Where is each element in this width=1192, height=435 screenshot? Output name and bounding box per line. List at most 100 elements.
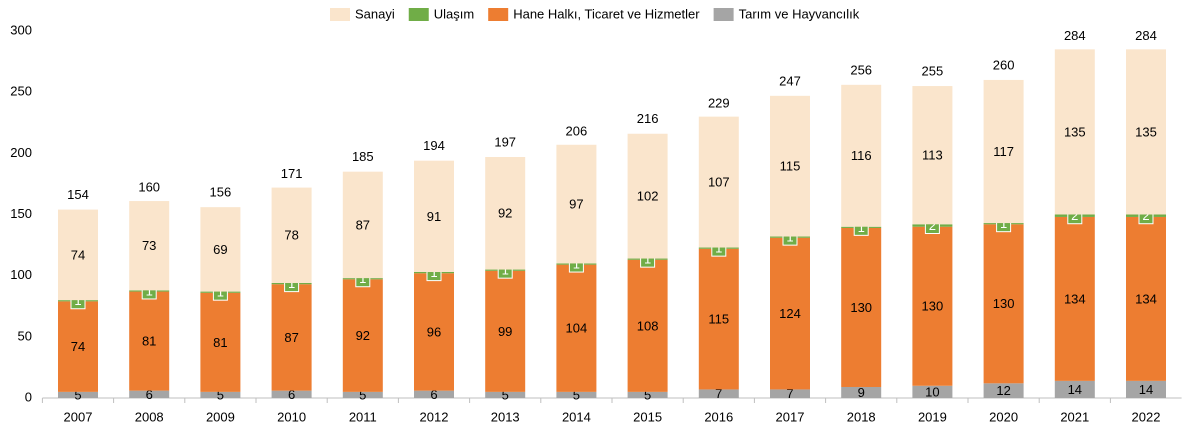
- bar-segment: [841, 386, 882, 398]
- value-label: 2: [1071, 208, 1078, 223]
- value-label: 92: [498, 206, 512, 221]
- value-label: 5: [74, 387, 81, 402]
- x-tick-label: 2022: [1132, 409, 1161, 424]
- bar-segment: [414, 390, 454, 398]
- value-label: 104: [566, 321, 588, 336]
- total-label: 185: [352, 149, 374, 164]
- value-label: 1: [359, 271, 366, 286]
- total-label: 229: [708, 95, 730, 110]
- bar-segment: [200, 207, 241, 292]
- bar-segment: [556, 264, 597, 392]
- value-label: 130: [993, 296, 1015, 311]
- value-label: 12: [996, 383, 1010, 398]
- total-label: 156: [210, 185, 232, 200]
- value-label: 69: [213, 242, 227, 257]
- legend-swatch: [488, 8, 509, 21]
- y-tick-label: 300: [10, 22, 32, 37]
- value-label: 99: [498, 324, 512, 339]
- bar-segment: [841, 84, 882, 227]
- value-label: 2: [929, 218, 936, 233]
- value-label: 6: [288, 387, 295, 402]
- legend-swatch: [713, 8, 734, 21]
- bar-segment: [983, 79, 1024, 224]
- value-label: 5: [502, 387, 509, 402]
- bar-segment: [485, 157, 526, 270]
- value-label: 92: [356, 328, 370, 343]
- bar-segment: [271, 390, 312, 398]
- value-label: 9: [858, 385, 865, 400]
- value-label: 135: [1135, 124, 1157, 139]
- x-tick-label: 2020: [989, 409, 1018, 424]
- y-tick-label: 200: [10, 145, 32, 160]
- x-tick-label: 2019: [918, 409, 947, 424]
- value-label: 97: [569, 197, 583, 212]
- x-tick-label: 2013: [491, 409, 520, 424]
- total-label: 260: [993, 57, 1015, 72]
- value-label: 108: [637, 318, 659, 333]
- value-label: 130: [850, 300, 872, 315]
- value-label: 5: [573, 387, 580, 402]
- x-tick-label: 2021: [1060, 409, 1089, 424]
- bar-segment: [58, 301, 98, 392]
- total-label: 256: [850, 62, 872, 77]
- bar-segment: [627, 133, 668, 259]
- total-label: 284: [1135, 28, 1157, 43]
- bar-segment: [1054, 380, 1095, 398]
- total-label: 197: [494, 134, 516, 149]
- bar-segment: [1126, 49, 1166, 215]
- bar-segment: [200, 391, 241, 398]
- value-label: 1: [217, 285, 224, 300]
- value-label: 74: [71, 247, 85, 262]
- bar-segment: [271, 284, 312, 391]
- value-label: 7: [786, 386, 793, 401]
- value-label: 1: [715, 241, 722, 256]
- legend-swatch: [330, 8, 350, 21]
- bar-segment: [627, 391, 668, 398]
- value-label: 1: [502, 263, 509, 278]
- bar-segment: [1054, 216, 1095, 381]
- value-label: 107: [708, 175, 730, 190]
- bar-segment: [58, 391, 98, 398]
- x-tick-label: 2018: [847, 409, 876, 424]
- x-tick-label: 2012: [420, 409, 449, 424]
- total-label: 284: [1064, 28, 1086, 43]
- value-label: 124: [779, 306, 801, 321]
- y-tick-label: 50: [18, 328, 32, 343]
- value-label: 81: [213, 335, 227, 350]
- total-label: 171: [281, 166, 303, 181]
- value-label: 5: [644, 387, 651, 402]
- value-label: 96: [427, 324, 441, 339]
- bar-segment: [485, 270, 526, 392]
- bar-segment: [912, 226, 953, 386]
- x-tick-label: 2017: [776, 409, 805, 424]
- value-label: 102: [637, 189, 659, 204]
- bar-segment: [200, 292, 241, 392]
- y-tick-label: 250: [10, 84, 32, 99]
- value-label: 10: [925, 384, 939, 399]
- value-label: 1: [1000, 216, 1007, 231]
- total-label: 154: [67, 187, 89, 202]
- value-label: 5: [359, 387, 366, 402]
- x-tick-label: 2010: [277, 409, 306, 424]
- total-label: 194: [423, 138, 445, 153]
- value-label: 1: [786, 230, 793, 245]
- value-label: 113: [922, 148, 943, 163]
- x-tick-label: 2011: [349, 409, 377, 424]
- total-label: 255: [922, 63, 944, 78]
- bar-segment: [414, 273, 454, 391]
- value-label: 91: [427, 209, 441, 224]
- bar-segment: [129, 201, 170, 291]
- y-tick-label: 0: [25, 389, 32, 404]
- y-tick-label: 150: [10, 206, 32, 221]
- bar-segment: [912, 86, 953, 225]
- bar-segment: [1126, 216, 1166, 381]
- value-label: 130: [922, 299, 944, 314]
- bar-segment: [983, 383, 1024, 398]
- bar-segment: [485, 391, 526, 398]
- bar-segment: [1054, 49, 1095, 215]
- value-label: 6: [146, 387, 153, 402]
- legend-swatch: [408, 8, 429, 21]
- value-label: 2: [1142, 208, 1149, 223]
- value-label: 116: [851, 148, 872, 163]
- bar-segment: [342, 279, 383, 392]
